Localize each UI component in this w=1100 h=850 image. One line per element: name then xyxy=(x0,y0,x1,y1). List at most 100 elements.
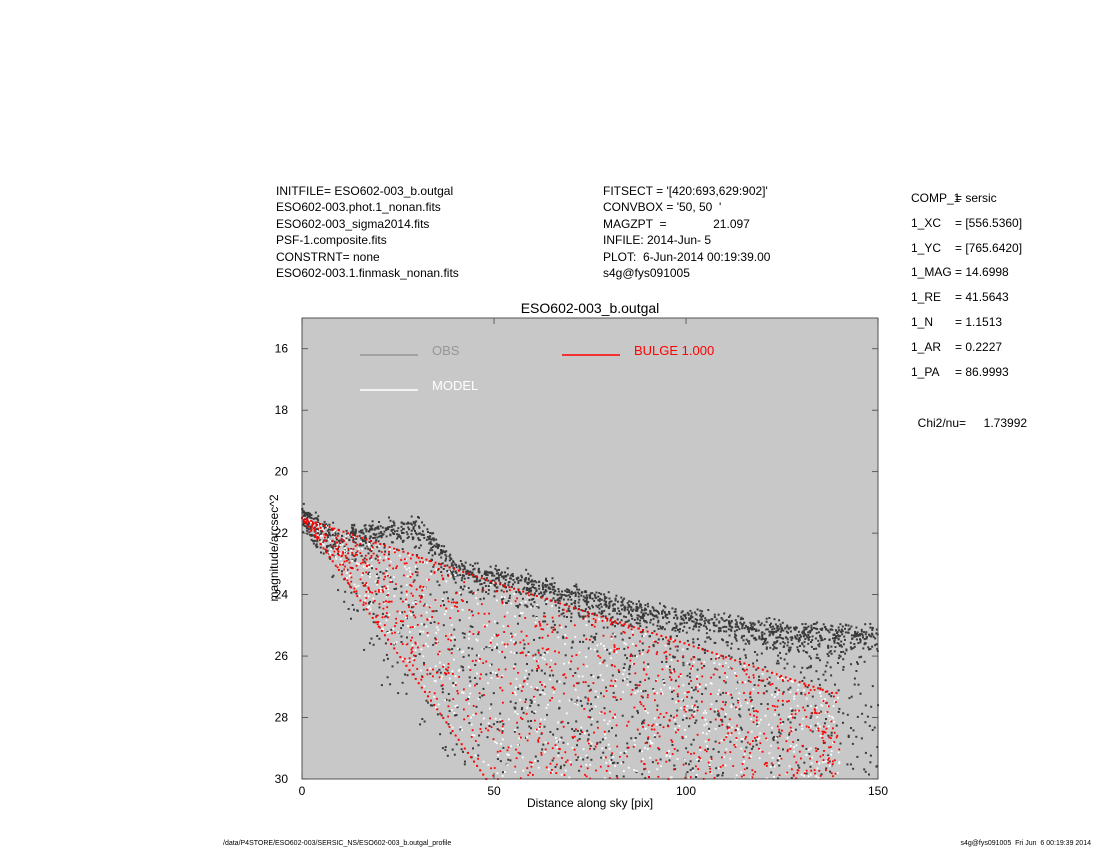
bulge-point xyxy=(558,614,561,617)
y-tick-label: 18 xyxy=(275,403,289,417)
obs-point xyxy=(531,583,533,586)
obs-point xyxy=(495,647,498,650)
obs-point xyxy=(355,537,358,540)
obs-point xyxy=(803,645,806,648)
obs-point xyxy=(380,532,383,535)
bulge-point xyxy=(694,686,697,689)
obs-point xyxy=(740,740,743,743)
bulge-point xyxy=(324,524,326,527)
obs-point xyxy=(712,748,715,751)
obs-point xyxy=(696,638,699,641)
obs-point xyxy=(371,528,373,531)
obs-point xyxy=(303,524,306,527)
bulge-point xyxy=(730,693,732,696)
obs-point xyxy=(552,674,555,677)
obs-point xyxy=(366,545,369,548)
model-point xyxy=(423,561,425,564)
obs-point xyxy=(635,771,638,774)
obs-point xyxy=(688,626,691,629)
obs-point xyxy=(795,637,798,640)
model-point xyxy=(364,594,367,597)
bulge-point xyxy=(513,643,516,646)
bulge-point xyxy=(729,751,732,753)
obs-point xyxy=(626,601,629,604)
model-point xyxy=(547,768,550,771)
bulge-point xyxy=(658,735,661,738)
bulge-point xyxy=(777,699,780,702)
obs-point xyxy=(517,582,520,584)
obs-point xyxy=(453,578,456,581)
model-point xyxy=(773,713,776,716)
model-point xyxy=(426,561,428,564)
obs-point xyxy=(390,525,393,528)
obs-point xyxy=(725,626,728,628)
bulge-point xyxy=(409,576,412,578)
bulge-point xyxy=(644,679,646,681)
obs-point xyxy=(613,603,616,606)
obs-point xyxy=(739,621,742,624)
obs-point xyxy=(838,629,841,632)
obs-point xyxy=(629,623,632,626)
model-point xyxy=(824,698,827,700)
obs-point xyxy=(630,600,633,603)
obs-point xyxy=(750,623,753,626)
model-point xyxy=(626,676,629,679)
bulge-point xyxy=(771,671,773,674)
obs-point xyxy=(400,521,403,524)
obs-point xyxy=(558,599,561,602)
obs-point xyxy=(591,597,594,600)
model-point xyxy=(429,667,432,670)
model-point xyxy=(494,646,496,649)
bulge-point xyxy=(814,712,816,714)
bulge-point xyxy=(405,643,408,646)
obs-point xyxy=(560,721,563,724)
obs-point xyxy=(481,694,484,697)
obs-point xyxy=(638,750,641,753)
bulge-point xyxy=(438,568,440,570)
header-mid-line: PLOT: 6-Jun-2014 00:19:39.00 xyxy=(603,249,771,264)
obs-point xyxy=(552,620,555,623)
obs-point xyxy=(605,604,608,607)
model-point xyxy=(735,688,738,690)
obs-point xyxy=(713,613,716,616)
obs-point xyxy=(797,630,800,633)
obs-point xyxy=(445,591,448,594)
model-point xyxy=(767,678,770,680)
obs-point xyxy=(750,699,753,701)
bulge-point xyxy=(521,718,524,720)
obs-point xyxy=(461,632,464,635)
obs-point xyxy=(748,642,751,645)
bulge-point xyxy=(725,736,728,738)
obs-point xyxy=(428,542,431,545)
obs-point xyxy=(846,713,849,716)
obs-point xyxy=(354,559,357,562)
obs-point xyxy=(656,610,659,613)
obs-point xyxy=(690,709,693,712)
bulge-point xyxy=(413,654,415,657)
bulge-point xyxy=(627,720,630,723)
obs-point xyxy=(629,680,632,683)
obs-point xyxy=(776,627,779,630)
obs-point xyxy=(868,648,870,651)
bulge-point xyxy=(646,696,649,699)
obs-point xyxy=(820,639,823,642)
bulge-point xyxy=(414,641,417,644)
obs-point xyxy=(512,575,514,578)
model-point xyxy=(614,685,617,687)
bulge-point xyxy=(350,580,353,583)
bulge-point xyxy=(314,521,317,524)
param-row: COMP_1= sersic xyxy=(911,191,1022,216)
bulge-point xyxy=(356,553,358,556)
obs-point xyxy=(659,602,661,605)
obs-point xyxy=(467,577,470,579)
model-point xyxy=(329,540,332,542)
obs-point xyxy=(376,546,379,549)
obs-point xyxy=(865,636,868,639)
bulge-point xyxy=(362,584,365,587)
bulge-point xyxy=(492,738,495,740)
bulge-point xyxy=(672,689,675,692)
obs-point xyxy=(781,703,784,706)
model-point xyxy=(368,566,370,568)
obs-point xyxy=(501,598,503,601)
bulge-point xyxy=(540,753,543,756)
